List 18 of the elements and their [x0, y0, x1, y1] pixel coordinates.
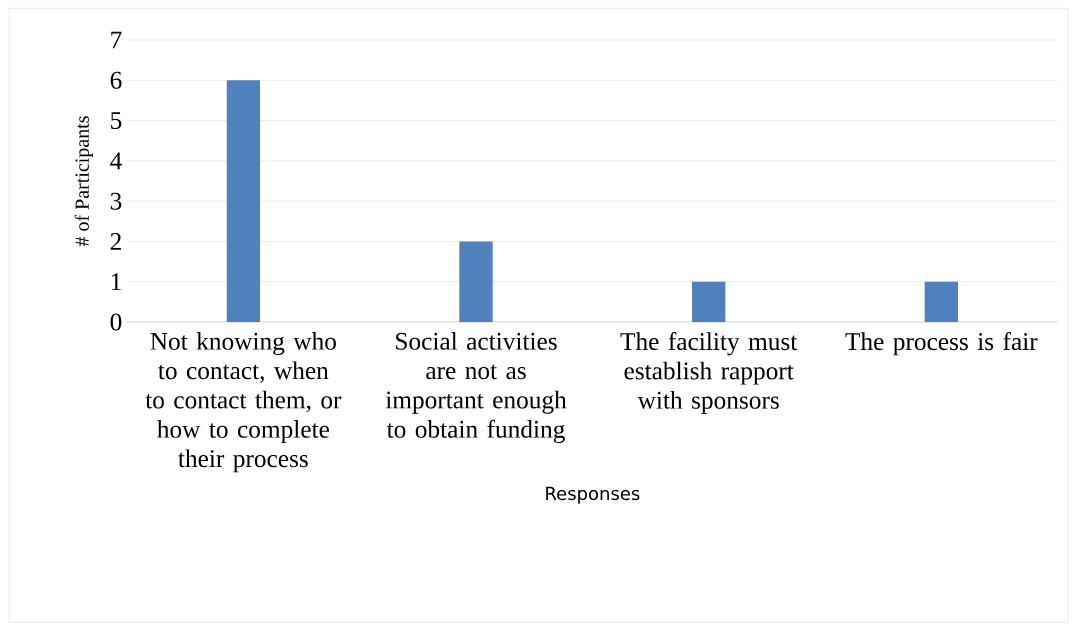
- y-tick-label: 1: [111, 273, 121, 291]
- y-tick-label: 6: [110, 71, 122, 89]
- x-tick-label: Social activities are not as important enough to obtain funding: [385, 332, 567, 444]
- y-tick-label: 4: [110, 152, 122, 170]
- x-tick-label: The facility must establish rapport with sponsors: [620, 332, 798, 414]
- bar: [924, 281, 959, 322]
- y-axis-title: # of Participants: [74, 116, 93, 247]
- x-tick-label: The process is fair: [845, 332, 1038, 356]
- bar: [692, 281, 726, 322]
- bar: [226, 80, 260, 322]
- y-tick-label: 3: [110, 192, 122, 210]
- y-tick-label: 0: [110, 313, 122, 331]
- x-axis-title: Responses: [546, 486, 640, 504]
- x-tick-label: Not knowing who to contact, when to contact them, or how to complete their process: [145, 332, 342, 473]
- bar: [459, 241, 493, 322]
- y-tick-label: 2: [110, 233, 121, 250]
- y-tick-label: 5: [111, 112, 122, 129]
- y-tick-label: 7: [111, 31, 122, 49]
